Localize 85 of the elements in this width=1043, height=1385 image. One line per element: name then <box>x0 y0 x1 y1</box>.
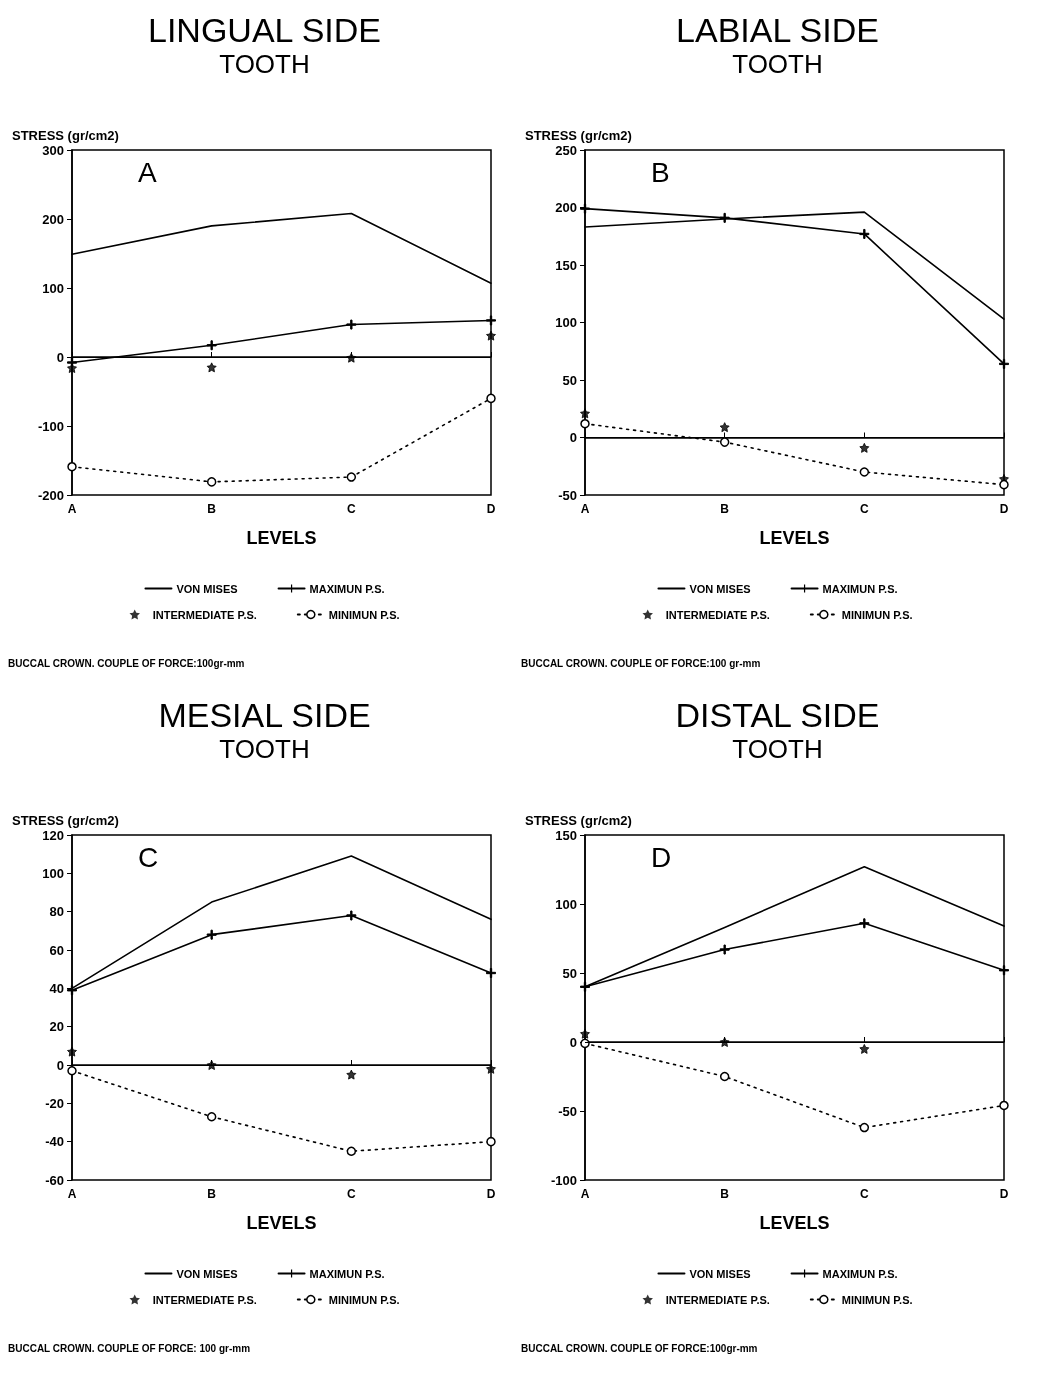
legend-label: VON MISES <box>176 582 238 595</box>
legend-label: INTERMEDIATE P.S. <box>665 1293 770 1306</box>
legend-label: MAXIMUN P.S. <box>822 582 898 595</box>
text: BUCCAL CROWN. COUPLE OF FORCE:100 gr-mm <box>521 657 761 669</box>
legend-label: VON MISES <box>176 1267 238 1280</box>
x-tick-label: D <box>486 502 496 516</box>
y-tick-label: 120 <box>42 827 64 843</box>
legend-label: MINIMUN P.S. <box>841 1293 913 1306</box>
legend-label: INTERMEDIATE P.S. <box>152 1293 257 1306</box>
x-axis-title: LEVELS <box>759 1213 830 1233</box>
chart-subtitle: TOOTH <box>732 734 823 764</box>
x-tick-label: C <box>860 502 869 516</box>
y-tick-label: 0 <box>569 1034 577 1050</box>
x-tick-label: C <box>347 1187 356 1201</box>
chart-title: MESIAL SIDE <box>158 696 371 734</box>
annotation: C <box>138 841 159 873</box>
y-tick-label: 0 <box>569 430 577 445</box>
y-tick-label: 40 <box>49 980 64 996</box>
y-tick-label: 200 <box>42 211 64 227</box>
chart-subtitle: TOOTH <box>219 49 310 79</box>
x-tick-label: D <box>486 1187 496 1201</box>
chart-subtitle: TOOTH <box>732 49 823 79</box>
y-axis-title: STRESS (gr/cm2) <box>525 813 632 828</box>
x-tick-label: C <box>860 1187 869 1201</box>
y-tick-label: 200 <box>555 200 577 215</box>
annotation: D <box>651 841 672 873</box>
legend-label: MINIMUN P.S. <box>841 608 913 621</box>
x-tick-label: A <box>67 502 77 516</box>
y-tick-label: -50 <box>558 487 577 503</box>
text: BUCCAL CROWN. COUPLE OF FORCE: 100 gr-mm <box>8 1342 251 1354</box>
y-tick-label: 150 <box>555 257 577 273</box>
y-axis-title: STRESS (gr/cm2) <box>525 128 632 143</box>
x-tick-label: B <box>720 502 730 516</box>
chart-subtitle: TOOTH <box>219 734 310 764</box>
x-tick-label: B <box>720 1187 730 1201</box>
y-tick-label: -200 <box>37 487 64 503</box>
legend-label: VON MISES <box>689 582 751 595</box>
y-tick-label: 150 <box>555 827 577 843</box>
y-tick-label: -100 <box>37 418 64 434</box>
y-tick-label: -40 <box>45 1134 64 1150</box>
text: BUCCAL CROWN. COUPLE OF FORCE:100gr-mm <box>8 657 245 669</box>
y-tick-label: -100 <box>550 1172 577 1188</box>
y-tick-label: 0 <box>56 1057 64 1073</box>
annotation: B <box>651 156 670 188</box>
y-tick-label: 100 <box>555 896 577 912</box>
y-tick-label: 50 <box>562 965 577 981</box>
y-tick-label: 100 <box>42 280 64 296</box>
text: BUCCAL CROWN. COUPLE OF FORCE:100gr-mm <box>521 1342 758 1354</box>
y-tick-label: 300 <box>42 142 64 158</box>
x-tick-label: A <box>580 502 590 516</box>
x-tick-label: D <box>999 1187 1009 1201</box>
x-tick-label: B <box>207 502 217 516</box>
chart-title: LINGUAL SIDE <box>147 11 382 49</box>
y-tick-label: 60 <box>49 942 64 958</box>
x-tick-label: B <box>207 1187 217 1201</box>
x-tick-label: C <box>347 502 356 516</box>
y-tick-label: 20 <box>49 1019 64 1035</box>
y-tick-label: -60 <box>45 1172 64 1188</box>
y-tick-label: -20 <box>45 1095 64 1111</box>
legend-label: VON MISES <box>689 1267 751 1280</box>
y-tick-label: 100 <box>555 315 577 330</box>
x-tick-label: D <box>999 502 1009 516</box>
x-axis-title: LEVELS <box>246 528 317 548</box>
y-axis-title: STRESS (gr/cm2) <box>12 813 119 828</box>
x-axis-title: LEVELS <box>759 528 830 548</box>
x-tick-label: A <box>67 1187 77 1201</box>
chart-title: DISTAL SIDE <box>675 696 880 734</box>
chart-title: LABIAL SIDE <box>676 11 879 49</box>
x-tick-label: A <box>580 1187 590 1201</box>
legend-label: MAXIMUN P.S. <box>309 582 385 595</box>
y-axis-title: STRESS (gr/cm2) <box>12 128 119 143</box>
legend-label: MAXIMUN P.S. <box>309 1267 385 1280</box>
y-tick-label: -50 <box>558 1103 577 1119</box>
y-tick-label: 50 <box>562 372 577 388</box>
legend-label: INTERMEDIATE P.S. <box>665 608 770 621</box>
y-tick-label: 250 <box>555 142 577 158</box>
legend-label: INTERMEDIATE P.S. <box>152 608 257 621</box>
legend-label: MINIMUN P.S. <box>328 608 400 621</box>
y-tick-label: 100 <box>42 865 64 881</box>
y-tick-label: 0 <box>56 349 64 365</box>
legend-label: MINIMUN P.S. <box>328 1293 400 1306</box>
annotation: A <box>138 156 157 188</box>
y-tick-label: 80 <box>49 904 64 920</box>
x-axis-title: LEVELS <box>246 1213 317 1233</box>
legend-label: MAXIMUN P.S. <box>822 1267 898 1280</box>
